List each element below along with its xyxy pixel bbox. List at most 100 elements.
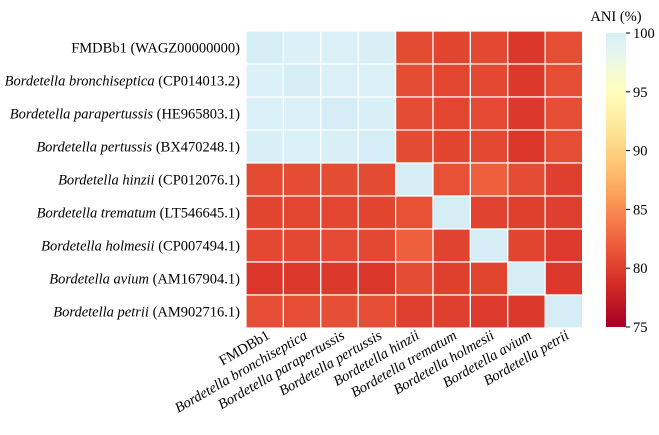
heatmap-cell [320,63,359,98]
heatmap-cell [469,195,509,230]
heatmap-cell [432,195,472,230]
heatmap-cell [282,96,322,131]
colorbar-gradient [606,33,626,327]
heatmap-cell [469,228,509,263]
row-label: Bordetella bronchiseptica (CP014013.2) [5,74,241,90]
heatmap-cell [507,30,546,65]
heatmap-cell [395,30,434,65]
heatmap-cell [395,162,434,197]
heatmap-cell [320,261,359,296]
heatmap-cell [395,96,434,131]
row-label: Bordetella petrii (AM902716.1) [53,305,240,321]
heatmap-cell [432,63,472,98]
heatmap-cell [432,261,472,296]
heatmap-cell [395,195,434,230]
heatmap-cell [357,96,397,131]
heatmap-cell [320,195,359,230]
row-label: Bordetella avium (AM167904.1) [49,272,240,288]
heatmap-cell [245,30,285,65]
heatmap-cell [507,228,546,263]
row-labels: FMDBb1 (WAGZ00000000) Bordetella bronchis… [5,41,241,321]
heatmap-cell [245,195,285,230]
heatmap-cell [432,294,472,329]
heatmap-cell [395,228,434,263]
colorbar-tick-label: 95 [633,85,648,101]
heatmap-cell [357,294,397,329]
heatmap-cell [469,63,509,98]
heatmap-cell [320,162,359,197]
row-label: Bordetella hinzii (CP012076.1) [58,173,240,189]
heatmap-cell [544,162,584,197]
heatmap-cell [357,129,397,164]
heatmap-cell [282,261,322,296]
heatmap-cell [357,30,397,65]
heatmap-cell [245,261,285,296]
heatmap-cell [544,261,584,296]
heatmap-cell [320,228,359,263]
heatmap-cell [469,96,509,131]
heatmap-cell [245,96,285,131]
heatmap-cell [544,294,584,329]
heatmap-cell [245,63,285,98]
colorbar: ANI (%) 75 80 85 90 95 100 [590,9,654,336]
colorbar-tick-label: 100 [633,26,655,42]
heatmap-cell [432,96,472,131]
heatmap-cell [507,63,546,98]
heatmap-cell [282,63,322,98]
heatmap-cell [282,129,322,164]
heatmap-cell [469,162,509,197]
heatmap-cell [469,294,509,329]
heatmap-cell [544,96,584,131]
heatmap-cell [507,195,546,230]
heatmap-cell [469,261,509,296]
colorbar-tick-label: 90 [633,144,648,160]
heatmap-cell [544,129,584,164]
heatmap-cell [544,195,584,230]
heatmap-cell [544,63,584,98]
heatmap-cell [245,228,285,263]
heatmap-cell [245,129,285,164]
heatmap-cell [320,294,359,329]
heatmap-cell [507,261,546,296]
heatmap-cell [507,96,546,131]
heatmap-cell [432,30,472,65]
heatmap-cell [282,294,322,329]
row-label: Bordetella holmesii (CP007494.1) [41,239,240,255]
heatmap-cell [544,30,584,65]
heatmap-cell [469,129,509,164]
heatmap-cell [320,30,359,65]
heatmap-cell [320,129,359,164]
heatmap-cell [357,195,397,230]
heatmap-cell [245,162,285,197]
heatmap-cell [544,228,584,263]
colorbar-title: ANI (%) [590,9,641,25]
heatmap-cell [245,294,285,329]
heatmap-cell [395,294,434,329]
heatmap-cell [395,129,434,164]
heatmap-cell [395,261,434,296]
row-label: Bordetella pertussis (BX470248.1) [36,140,240,156]
heatmap-cell [432,228,472,263]
colorbar-tick-label: 85 [633,202,648,218]
heatmap-cell [432,162,472,197]
heatmap-cell [357,63,397,98]
heatmap-cell [357,228,397,263]
row-label: Bordetella parapertussis (HE965803.1) [10,107,240,123]
colorbar-tick-label: 80 [633,261,648,277]
heatmap-cell [320,96,359,131]
row-label: Bordetella trematum (LT546645.1) [37,206,241,222]
heatmap-cell [507,162,546,197]
heatmap-cells [245,30,584,329]
heatmap-cell [507,129,546,164]
heatmap-cell [282,162,322,197]
row-label: FMDBb1 (WAGZ00000000) [71,41,240,57]
heatmap-cell [507,294,546,329]
heatmap-cell [357,261,397,296]
heatmap-cell [395,63,434,98]
heatmap-cell [357,162,397,197]
colorbar-ticks: 75 80 85 90 95 100 [626,26,655,336]
heatmap-cell [469,30,509,65]
heatmap-cell [282,30,322,65]
heatmap-cell [432,129,472,164]
